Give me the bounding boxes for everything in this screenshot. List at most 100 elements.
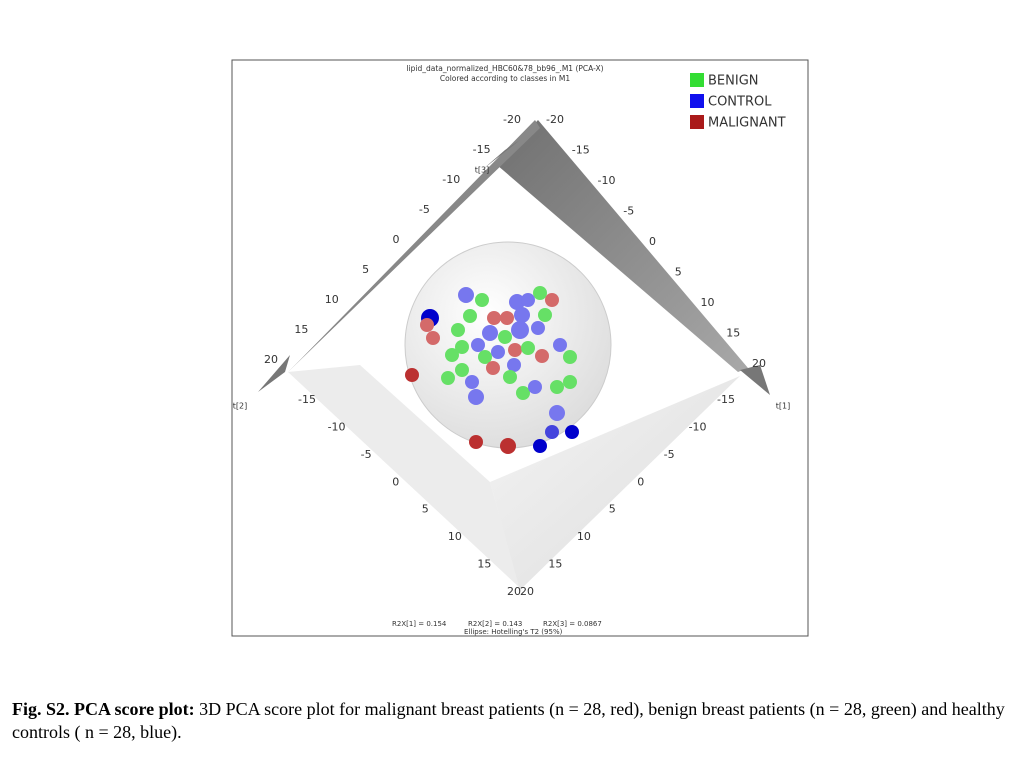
point xyxy=(507,358,521,372)
tick-label: 10 xyxy=(577,530,591,543)
tick-label: -5 xyxy=(664,448,675,461)
point xyxy=(545,293,559,307)
tick-label: 0 xyxy=(393,233,400,246)
point xyxy=(475,293,489,307)
point xyxy=(463,309,477,323)
point xyxy=(455,363,469,377)
axis-title: t[1] xyxy=(776,402,790,411)
legend-swatch xyxy=(690,115,704,129)
floor-left xyxy=(288,365,520,588)
point xyxy=(471,338,485,352)
tick-label: -10 xyxy=(328,420,346,433)
point xyxy=(563,350,577,364)
tick-label: 5 xyxy=(362,263,369,276)
arrow-left xyxy=(258,355,290,392)
tick-label: 10 xyxy=(701,296,715,309)
arrow-top xyxy=(482,140,520,170)
caption: Fig. S2. PCA score plot: 3D PCA score pl… xyxy=(12,698,1020,744)
point xyxy=(545,425,559,439)
tick-label: -20 xyxy=(503,113,521,126)
tick-label: -20 xyxy=(546,113,564,126)
point xyxy=(550,380,564,394)
point xyxy=(531,321,545,335)
point xyxy=(521,293,535,307)
tick-label: -10 xyxy=(689,420,707,433)
point xyxy=(521,341,535,355)
point xyxy=(491,345,505,359)
point xyxy=(468,389,484,405)
point xyxy=(528,380,542,394)
point xyxy=(535,349,549,363)
point xyxy=(516,386,530,400)
point xyxy=(478,350,492,364)
point xyxy=(458,287,474,303)
point xyxy=(465,375,479,389)
point xyxy=(533,286,547,300)
plot-title: lipid_data_normalized_HBC60&78_bb96_.M1 … xyxy=(406,64,603,73)
tick-label: 15 xyxy=(548,558,562,571)
caption-label: Fig. S2. PCA score plot: xyxy=(12,699,195,719)
tick-label: -10 xyxy=(598,174,616,187)
point xyxy=(503,370,517,384)
point xyxy=(538,308,552,322)
tick-label: 10 xyxy=(448,530,462,543)
point xyxy=(511,321,529,339)
footer-stat: R2X[1] = 0.154 xyxy=(392,620,447,628)
tick-label: 10 xyxy=(325,293,339,306)
hotelling-ellipse xyxy=(404,241,612,449)
tick-label: -5 xyxy=(419,203,430,216)
point xyxy=(426,331,440,345)
point xyxy=(549,405,565,421)
tick-label: 15 xyxy=(477,558,491,571)
point xyxy=(500,438,516,454)
axis-title: t[2] xyxy=(233,402,247,411)
point xyxy=(563,375,577,389)
point xyxy=(565,425,579,439)
tick-label: -15 xyxy=(717,393,735,406)
legend-swatch xyxy=(690,94,704,108)
tick-label: 20 xyxy=(520,585,534,598)
point xyxy=(469,435,483,449)
score-points xyxy=(405,286,579,454)
legend-swatch xyxy=(690,73,704,87)
tick-label: -10 xyxy=(442,173,460,186)
tick-label: -5 xyxy=(623,205,634,218)
footer-note: Ellipse: Hotelling's T2 (95%) xyxy=(464,628,563,636)
point xyxy=(500,311,514,325)
point xyxy=(533,439,547,453)
tick-label: 20 xyxy=(507,585,521,598)
point xyxy=(441,371,455,385)
point xyxy=(498,330,512,344)
tick-label: 0 xyxy=(637,475,644,488)
tick-label: 20 xyxy=(264,353,278,366)
tick-label: -15 xyxy=(298,393,316,406)
tick-label: 15 xyxy=(294,323,308,336)
edge-left xyxy=(288,120,540,372)
point xyxy=(508,343,522,357)
point xyxy=(482,325,498,341)
axis-title: t[3] xyxy=(475,166,489,175)
tick-label: 5 xyxy=(675,266,682,279)
point xyxy=(420,318,434,332)
point xyxy=(487,311,501,325)
tick-label: 20 xyxy=(752,357,766,370)
point xyxy=(486,361,500,375)
legend-label: MALIGNANT xyxy=(708,116,786,131)
point xyxy=(405,368,419,382)
figure: BENIGN CONTROL MALIGNANT lipid_data_norm… xyxy=(231,59,809,637)
tick-label: -15 xyxy=(572,144,590,157)
footer-stat: R2X[2] = 0.143 xyxy=(468,620,522,628)
back-wall xyxy=(497,120,748,372)
point xyxy=(514,307,530,323)
legend-label: CONTROL xyxy=(708,95,772,110)
tick-label: -5 xyxy=(361,448,372,461)
caption-text: 3D PCA score plot for malignant breast p… xyxy=(12,699,1005,742)
floor-right xyxy=(490,376,740,590)
point xyxy=(509,294,525,310)
tick-label: 15 xyxy=(726,327,740,340)
tick-label: 5 xyxy=(422,503,429,516)
arrow-right xyxy=(740,365,770,395)
tick-label: 0 xyxy=(649,235,656,248)
point xyxy=(455,340,469,354)
